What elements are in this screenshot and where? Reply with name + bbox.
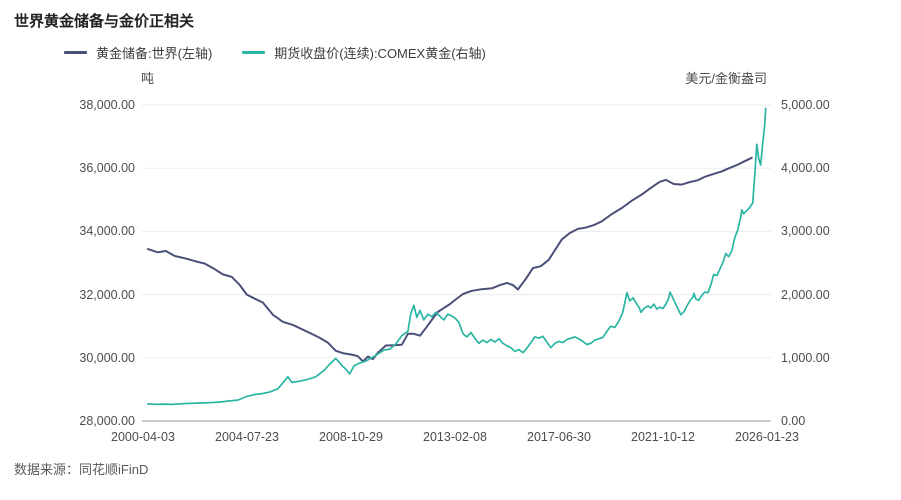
y-axis-right-tick-label: 1,000.00: [781, 350, 830, 365]
y-axis-right-tick-label: 5,000.00: [781, 98, 830, 112]
x-axis-tick-label: 2000-04-03: [111, 430, 175, 444]
y-axis-right-tick-label: 0.00: [781, 414, 806, 428]
y-axis-left-tick-label: 32,000.00: [79, 287, 135, 302]
y-axis-left-tick-label: 34,000.00: [79, 224, 135, 239]
y-axis-right-tick-label: 4,000.00: [781, 161, 830, 176]
y-axis-left-tick-label: 30,000.00: [79, 350, 135, 365]
series-line-comex-gold: [147, 107, 767, 406]
right-axis-unit: 美元/金衡盎司: [685, 71, 767, 86]
legend-item-gold-reserves: 黄金储备:世界(左轴): [64, 43, 212, 62]
legend-label-gold-reserves: 黄金储备:世界(左轴): [96, 46, 213, 61]
data-source-note: 数据来源：同花顺iFinD: [14, 462, 149, 477]
x-axis-tick-label: 2021-10-12: [631, 430, 695, 444]
line-swatch-icon: [64, 51, 87, 54]
legend-item-comex-gold: 期货收盘价(连续):COMEX黄金(右轴): [242, 43, 486, 62]
x-axis-tick-label: 2008-10-29: [319, 430, 383, 444]
y-axis-left-tick-label: 38,000.00: [79, 98, 135, 112]
left-axis-unit: 吨: [141, 71, 155, 86]
legend: 黄金储备:世界(左轴) 期货收盘价(连续):COMEX黄金(右轴): [64, 43, 486, 62]
y-axis-right-tick-label: 2,000.00: [781, 287, 830, 302]
y-axis-left-tick-label: 28,000.00: [79, 414, 135, 428]
y-axis-left-tick-label: 36,000.00: [79, 161, 135, 176]
x-axis-tick-label: 2017-06-30: [527, 430, 591, 444]
chart-title: 世界黄金储备与金价正相关: [14, 13, 195, 30]
series-line-gold-reserves: [146, 156, 753, 363]
line-swatch-icon: [242, 51, 266, 54]
y-axis-right-tick-label: 3,000.00: [781, 224, 830, 239]
x-axis-tick-label: 2026-01-23: [735, 430, 799, 444]
legend-label-comex-gold: 期货收盘价(连续):COMEX黄金(右轴): [274, 46, 486, 61]
x-axis-tick-label: 2004-07-23: [215, 430, 279, 444]
x-axis-tick-label: 2013-02-08: [423, 430, 487, 444]
